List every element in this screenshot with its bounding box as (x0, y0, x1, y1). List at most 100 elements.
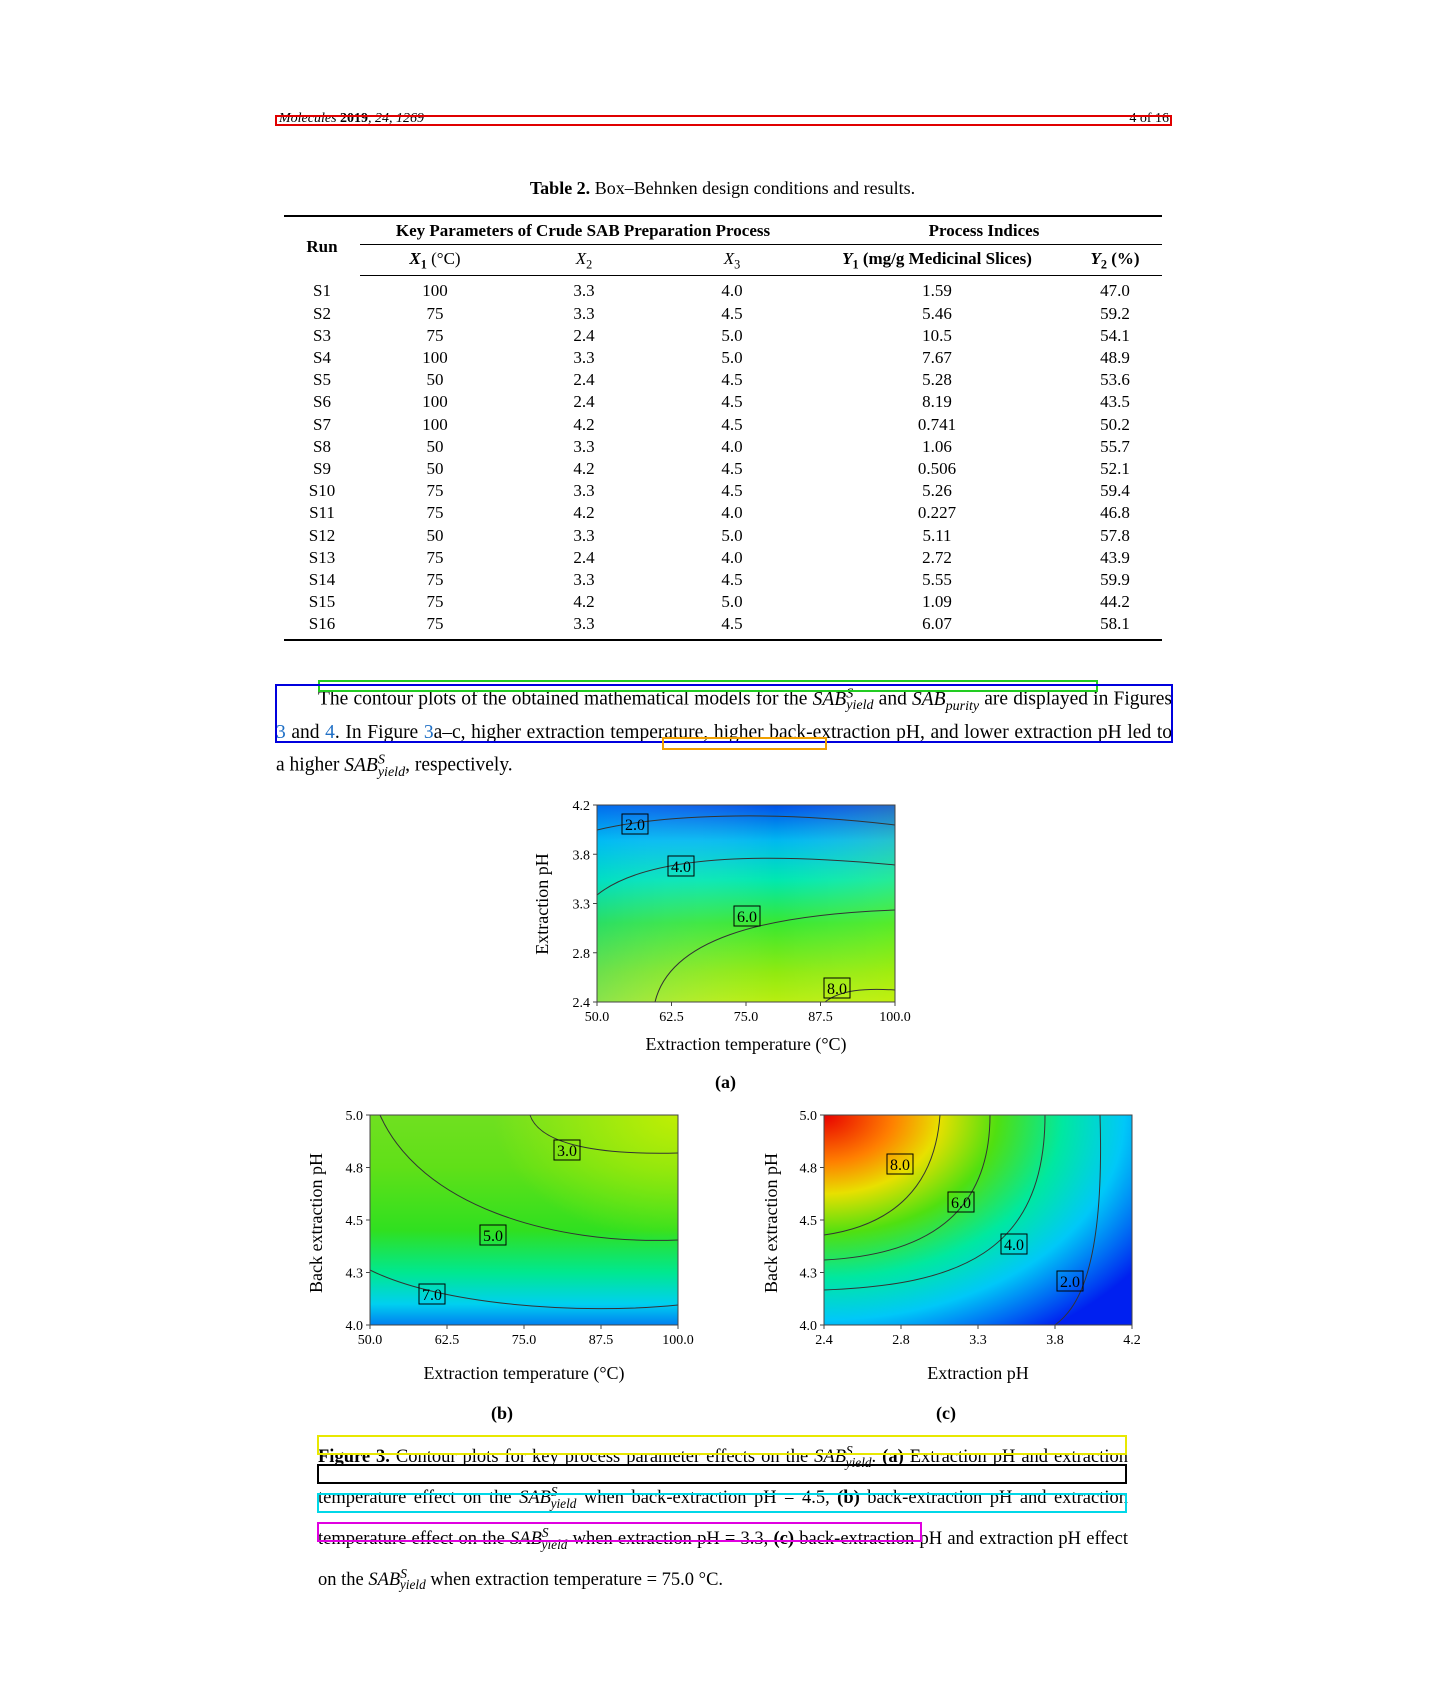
para-sup-3: S (377, 751, 385, 768)
table-cell: 75 (360, 613, 510, 641)
table-cell: 5.46 (922, 303, 952, 323)
table-cell: 3.3 (510, 613, 658, 641)
figcap-sup-3: S (541, 1524, 549, 1540)
y-tick-label: 2.4 (573, 996, 591, 1011)
para-sab-3: SAB (344, 754, 378, 776)
contour-label-box (1056, 1270, 1084, 1292)
para-sup-1: S (846, 685, 854, 701)
design-table: Run Key Parameters of Crude SAB Preparat… (284, 215, 1162, 641)
table-cell: 50 (426, 525, 444, 545)
para-sab-yield-2: SABSyield (344, 751, 405, 779)
y-tick-label: 4.5 (346, 1214, 364, 1229)
table-cell: 50.2 (1100, 414, 1130, 434)
figcap-sab-3: SABSyield (510, 1525, 567, 1552)
table-row: S14 75 3.3 4.5 5.55 59.9 (284, 569, 1162, 591)
table-row: S9 50 4.2 4.5 0.506 52.1 (284, 458, 1162, 480)
table-cell: 0.227 (917, 503, 957, 523)
table-row: S10 75 3.3 4.5 5.26 59.4 (284, 480, 1162, 502)
table-cell: 75 (426, 303, 444, 323)
plot-c-surface (824, 1115, 1132, 1325)
col-x2-header: X2 (510, 244, 658, 277)
figcap-text-6: when extraction pH = 3.3, (567, 1528, 774, 1549)
figure-3-link[interactable]: 3 (276, 722, 286, 744)
table-cell: 5.0 (721, 525, 743, 545)
contour-label: 8.0 (827, 981, 847, 998)
table-row: S5 50 2.4 4.5 5.28 53.6 (284, 369, 1162, 391)
table-cell: 100 (422, 392, 448, 412)
plot-a-contour-4 (596, 857, 896, 896)
y-tick-label: 2.8 (573, 947, 591, 962)
col-x1-header: X1 (°C) (360, 244, 510, 277)
table-cell: 75 (426, 547, 444, 567)
table-cell: 0.506 (917, 459, 957, 479)
table-cell: 3.3 (573, 281, 595, 301)
table-caption: Table 2. Box–Behnken design conditions a… (285, 178, 1160, 199)
table-cell: 6.07 (806, 613, 1068, 641)
contour-label-box (621, 813, 649, 835)
table-cell: 54.1 (1100, 325, 1130, 345)
para-sab-1: SAB (812, 688, 847, 710)
y-tick-label: 4.3 (800, 1267, 818, 1282)
contour-plot-a: 50.0 62.5 75.0 87.5 100.0 2.4 2.8 3.3 3.8 4.2 Ext… (532, 799, 911, 1055)
group-header-process-indices: Process Indices (806, 215, 1162, 245)
plot-c-ticks: 2.4 2.8 3.3 3.8 4.2 4.0 4.3 4.5 4.8 5.0 (800, 1109, 1141, 1348)
y-tick-label: 4.5 (800, 1214, 818, 1229)
contour-label: 6.0 (737, 909, 757, 926)
table-cell: S9 (313, 459, 331, 479)
table-cell: 3.3 (573, 481, 595, 501)
figure-4-link[interactable]: 4 (325, 722, 335, 744)
plot-b-contour-3 (369, 1269, 679, 1310)
table-cell: 5.26 (922, 481, 952, 501)
table-cell: 44.2 (1100, 592, 1130, 612)
table-cell: 2.72 (922, 547, 952, 567)
plot-c-contour-4 (823, 1114, 1046, 1291)
plot-c-contour-6 (823, 1114, 991, 1261)
x-tick-label: 2.4 (815, 1333, 833, 1348)
figcap-sup-2: S (550, 1483, 558, 1499)
col-y1-sub: 1 (852, 257, 859, 272)
contour-label-box (553, 1139, 581, 1161)
table-cell: S12 (308, 525, 336, 545)
para-text-3: . In Figure (334, 722, 424, 744)
para-sab-yield: SABSyield (812, 685, 874, 713)
col-y2-symbol: Y (1090, 249, 1101, 268)
table-cell: 7.67 (922, 348, 952, 367)
table-cell: 52.1 (1100, 459, 1130, 479)
table-cell: 75 (426, 325, 444, 345)
para-sab-purity: SABpurity (912, 689, 980, 714)
contour-label-box (1000, 1233, 1028, 1255)
para-text-1: The contour plots of the obtained mathem… (318, 688, 813, 710)
table-cell: 75 (426, 592, 444, 612)
header-highlight-box (275, 115, 1172, 126)
y-tick-label: 4.2 (573, 799, 591, 814)
plot-c-contour-labels: 8.0 6.0 4.0 2.0 (886, 1153, 1084, 1292)
table-cell: 4.5 (721, 570, 743, 590)
para-sub-3: yield (377, 763, 406, 780)
contour-plot-b: 50.0 62.5 75.0 87.5 100.0 4.0 4.3 4.5 4.8 5.0 Ext… (306, 1109, 694, 1384)
table-cell: 5.11 (922, 525, 952, 545)
table-cell: S13 (308, 547, 336, 567)
figcap-sab-2-text: SAB (519, 1488, 551, 1508)
plot-a-contour-2 (596, 815, 896, 831)
para-text-5: , respectively. (405, 754, 513, 776)
table-row: S15 75 4.2 5.0 1.09 44.2 (284, 591, 1162, 613)
table-cell: 3.3 (573, 436, 595, 456)
figure-c-label: (c) (936, 1403, 956, 1423)
contour-label-box (667, 855, 695, 877)
table-cell: 43.5 (1100, 392, 1130, 412)
table-cell: 58.1 (1068, 613, 1162, 641)
figcap-text-1: Contour plots for key process parameter … (389, 1447, 815, 1468)
figure-3-link-2[interactable]: 3 (423, 722, 434, 744)
figcap-label-b: (b) (837, 1488, 860, 1508)
x-tick-label: 75.0 (512, 1333, 537, 1348)
table-cell: 57.8 (1100, 525, 1130, 545)
table-cell: 4.2 (573, 592, 595, 612)
y-tick-label: 4.0 (800, 1319, 818, 1334)
figcap-label-a: (a) (882, 1447, 904, 1468)
para-sub-2: purity (945, 697, 980, 714)
table-cell: 4.0 (721, 436, 743, 456)
figure-caption: Figure 3. Contour plots for key process … (318, 1436, 1128, 1599)
contour-label: 4.0 (1004, 1237, 1024, 1254)
plot-c-ylabel: Back extraction pH (761, 1153, 781, 1293)
table-cell: 4.0 (721, 547, 743, 567)
